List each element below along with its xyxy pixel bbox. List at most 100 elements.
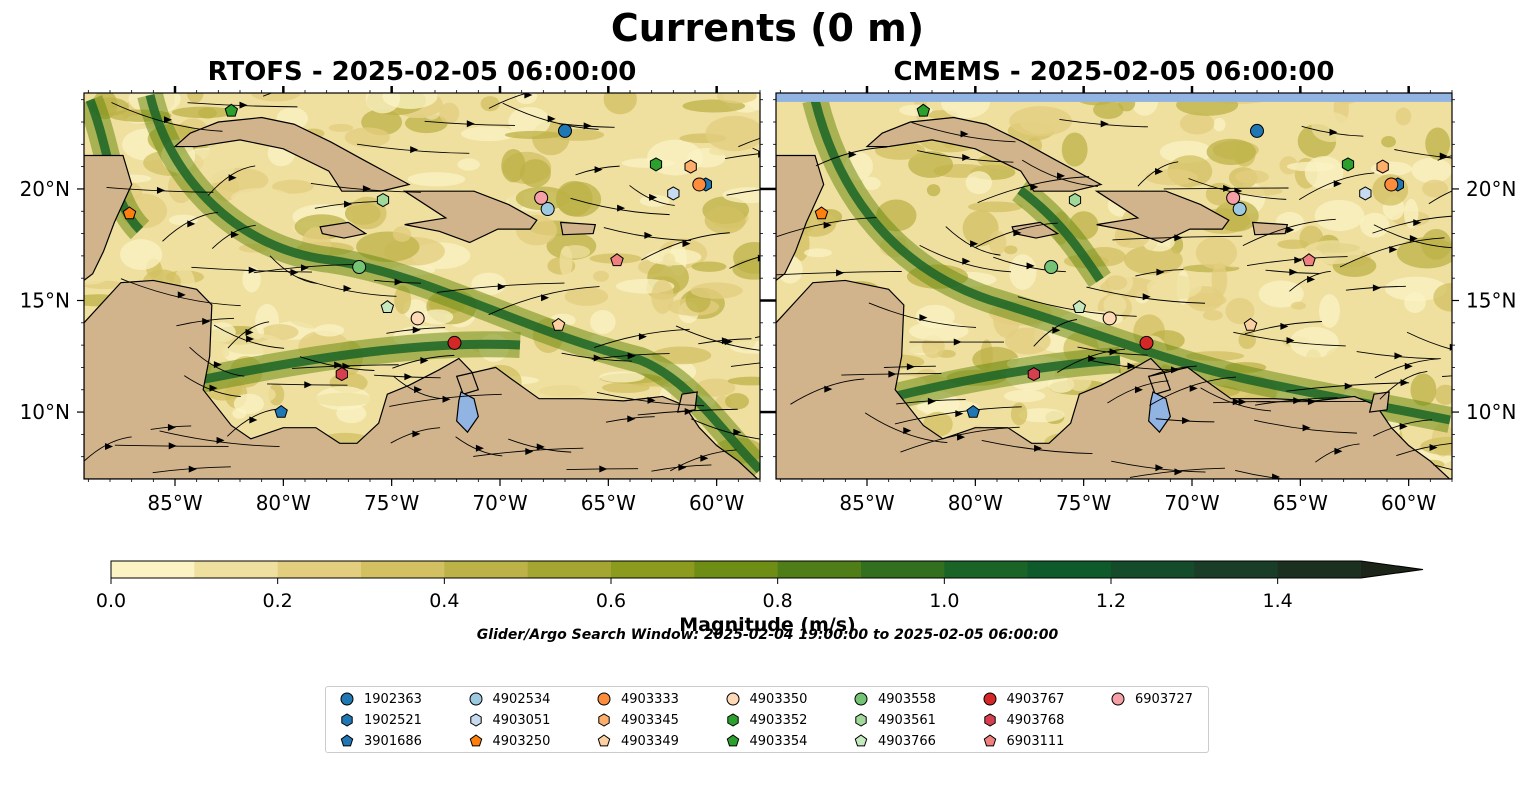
streamline-arrow bbox=[962, 257, 971, 265]
streamline-arrow bbox=[903, 427, 912, 435]
y-tick-label: 10°N bbox=[1466, 400, 1516, 424]
streamline-arrow bbox=[309, 80, 317, 87]
streamline-arrow bbox=[216, 436, 225, 444]
streamline-arrow bbox=[188, 465, 197, 473]
float-marker-4903561 bbox=[376, 193, 390, 208]
streamline-arrow bbox=[163, 116, 172, 124]
streamline-arrow bbox=[919, 314, 928, 322]
hexagon-marker-icon bbox=[855, 713, 867, 727]
legend-item: 4903345 bbox=[596, 711, 679, 729]
legend-item: 4903561 bbox=[853, 711, 936, 729]
streamline-arrow bbox=[230, 231, 239, 239]
colorbar-tick-label: 1.4 bbox=[1263, 590, 1293, 612]
legend-item: 4903558 bbox=[853, 690, 936, 708]
legend-item: 3901686 bbox=[339, 732, 422, 750]
streamline-arrow bbox=[394, 278, 403, 286]
legend-marker bbox=[469, 692, 482, 706]
legend-label: 4903350 bbox=[749, 691, 808, 707]
colorbar-tick-label: 0.2 bbox=[263, 590, 293, 612]
x-tick-label: 60°W bbox=[689, 491, 744, 515]
streamline-arrow bbox=[960, 130, 969, 138]
circle-marker-icon bbox=[1111, 692, 1125, 706]
x-tick-label: 65°W bbox=[581, 491, 636, 515]
float-marker-4903350 bbox=[410, 311, 425, 326]
streamline bbox=[393, 376, 441, 399]
x-tick-label: 80°W bbox=[948, 491, 1003, 515]
streamline-arrow bbox=[700, 454, 709, 462]
map-frame bbox=[83, 92, 761, 480]
streamline-arrow bbox=[1399, 422, 1408, 430]
float-marker-4903768 bbox=[1027, 367, 1040, 382]
streamline-arrow bbox=[962, 154, 971, 162]
legend-label: 4903561 bbox=[878, 712, 936, 728]
hexagon-marker-icon bbox=[726, 713, 739, 727]
float-marker-4903352 bbox=[1341, 157, 1355, 172]
legend-item: 6903111 bbox=[982, 732, 1064, 750]
streamline-arrow bbox=[1232, 398, 1241, 406]
streamline-arrow bbox=[733, 428, 742, 436]
streamline bbox=[207, 165, 256, 196]
streamline-arrow bbox=[823, 221, 832, 229]
legend-label: 4903766 bbox=[878, 733, 936, 749]
streamline bbox=[1298, 172, 1375, 201]
streamline-arrow bbox=[720, 80, 728, 87]
circle-marker-icon bbox=[340, 692, 354, 706]
float-marker-4903352 bbox=[649, 157, 663, 172]
streamline-arrow bbox=[1034, 444, 1043, 452]
streamline-arrow bbox=[156, 186, 165, 194]
rtofs-panel-title: RTOFS - 2025-02-05 06:00:00 bbox=[207, 57, 637, 87]
circle-marker-icon bbox=[983, 692, 996, 706]
float-marker-4903333 bbox=[692, 177, 707, 192]
streamline-arrow bbox=[362, 185, 371, 193]
legend-label: 1902521 bbox=[364, 712, 422, 728]
streamline bbox=[676, 93, 679, 94]
colorbar-tick-label: 1.0 bbox=[929, 590, 959, 612]
float-marker-4903767 bbox=[1139, 335, 1154, 350]
legend-marker bbox=[597, 734, 611, 747]
colorbar-segment bbox=[861, 561, 945, 578]
float-marker-4903051 bbox=[1359, 186, 1372, 201]
land-polygon bbox=[402, 190, 538, 244]
x-tick-label: 70°W bbox=[472, 491, 527, 515]
legend-marker bbox=[597, 692, 611, 706]
streamline-arrow bbox=[1293, 397, 1302, 405]
streamline bbox=[729, 256, 760, 269]
streamline bbox=[1021, 159, 1098, 187]
legend-label: 4902534 bbox=[492, 691, 551, 707]
streamline-arrow bbox=[344, 200, 353, 208]
streamline bbox=[189, 346, 245, 377]
colorbar-segment bbox=[777, 561, 862, 578]
y-tick-label: 15°N bbox=[1466, 289, 1516, 313]
streamline bbox=[1242, 218, 1336, 247]
circle-marker-icon bbox=[597, 692, 611, 706]
streamline-arrow bbox=[412, 326, 421, 334]
pentagon-marker-icon bbox=[983, 734, 996, 747]
float-marker-3901686 bbox=[966, 404, 980, 418]
streamline-arrow bbox=[638, 333, 647, 341]
streamline-arrow bbox=[1307, 275, 1316, 283]
legend-label: 4903349 bbox=[621, 733, 679, 749]
circle-marker-icon bbox=[854, 692, 868, 706]
circle-marker-icon bbox=[726, 692, 739, 706]
streamline-arrow bbox=[343, 285, 352, 293]
colorbar-segment bbox=[944, 561, 1029, 578]
colorbar-label: Magnitude (m/s) bbox=[679, 614, 856, 636]
streamline bbox=[226, 408, 278, 437]
cmems-map-panel: 85°W 80°W 75°W 70°W 65°W 60°W 10°N 15°N 20°N bbox=[773, 86, 1516, 515]
streamline bbox=[84, 436, 132, 462]
land-polygon bbox=[776, 279, 1452, 479]
streamline-arrow bbox=[1156, 268, 1165, 276]
legend-item: 4903352 bbox=[725, 711, 807, 729]
streamline-arrow bbox=[1100, 120, 1109, 128]
streamline bbox=[227, 321, 270, 349]
streamline-arrow bbox=[848, 151, 857, 159]
float-marker-4903051 bbox=[667, 186, 680, 201]
legend-label: 4903558 bbox=[878, 691, 936, 707]
colorbar-segment bbox=[194, 561, 279, 578]
streamline-arrow bbox=[649, 193, 658, 201]
streamline-arrow bbox=[167, 423, 176, 431]
legend-label: 4903768 bbox=[1006, 712, 1065, 728]
hexagon-marker-icon bbox=[598, 713, 610, 727]
x-tick-label: 85°W bbox=[839, 491, 894, 515]
